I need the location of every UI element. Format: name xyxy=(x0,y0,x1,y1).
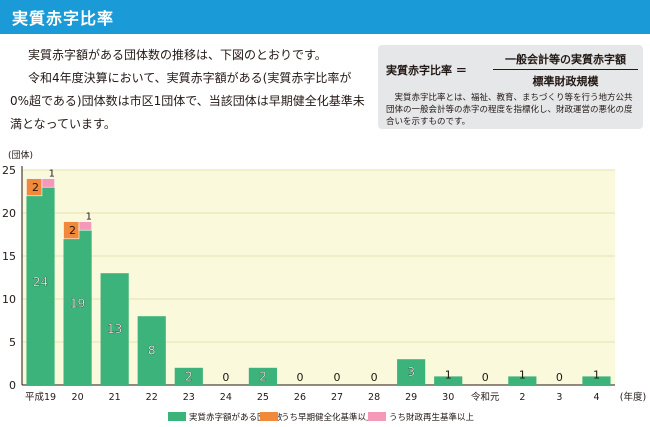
data-label-total: 1 xyxy=(445,368,452,381)
bar-total xyxy=(508,376,537,385)
x-tick-label: 28 xyxy=(368,392,380,403)
bar-total xyxy=(434,376,463,385)
x-tick-label: 21 xyxy=(109,392,121,403)
data-label-background xyxy=(176,368,201,385)
data-label-early-warning: 2 xyxy=(69,224,76,237)
definition-denominator: 標準財政規模 xyxy=(532,75,599,88)
x-tick-label: 22 xyxy=(146,392,158,403)
title-bar: 実質赤字比率 xyxy=(0,0,650,34)
intro-paragraph: 令和4年度決算において、実質赤字額がある(実質赤字比率が0%超である)団体数は市… xyxy=(10,71,365,131)
data-label-early-warning: 2 xyxy=(32,181,39,194)
y-tick-label: 5 xyxy=(9,336,16,349)
data-label-total: 0 xyxy=(482,371,489,384)
legend-label: うち早期健全化基準以上 xyxy=(281,412,375,423)
y-tick-label: 0 xyxy=(9,379,16,392)
legend-swatch xyxy=(168,412,186,421)
data-label-background xyxy=(28,273,53,290)
legend-label: 実質赤字額がある団体数 xyxy=(189,412,283,423)
legend-label: うち財政再生基準以上 xyxy=(389,412,475,423)
x-tick-label: 2 xyxy=(519,392,525,403)
data-label-total: 0 xyxy=(334,371,341,384)
definition-description: 実質赤字比率とは、福祉、教育、まちづくり等を行う地方公共団体の一般会計等の赤字の… xyxy=(386,93,633,127)
fraction-line xyxy=(493,69,638,70)
definition-box: 実質赤字比率 ＝ 一般会計等の実質赤字額 標準財政規模 実質赤字比率とは、福祉、… xyxy=(378,45,643,129)
bar-rebuild xyxy=(41,178,55,188)
data-label-total: 0 xyxy=(296,371,303,384)
data-label-total: 0 xyxy=(222,371,229,384)
data-label-total: 13 xyxy=(107,322,122,336)
x-tick-label: 25 xyxy=(257,392,269,403)
y-tick-label: 20 xyxy=(2,207,16,220)
intro-paragraph: 実質赤字額がある団体数の推移は、下図のとおりです。 xyxy=(28,48,327,62)
y-tick-label: 15 xyxy=(2,250,16,263)
legend-swatch xyxy=(368,412,386,421)
y-axis-label: (団体) xyxy=(8,149,33,161)
x-tick-label: 29 xyxy=(405,392,417,403)
data-label-background xyxy=(250,368,275,385)
legend-swatch xyxy=(260,412,278,421)
x-tick-label: 平成19 xyxy=(25,391,56,403)
x-tick-label: 4 xyxy=(593,392,599,403)
definition-numerator: 一般会計等の実質赤字額 xyxy=(505,53,626,66)
x-tick-label: 24 xyxy=(220,392,232,403)
data-label-total: 19 xyxy=(70,296,85,310)
bar-total xyxy=(582,376,611,385)
data-label-background xyxy=(65,295,90,312)
data-label-total: 1 xyxy=(593,368,600,381)
data-label-total: 24 xyxy=(33,275,48,289)
data-label-background xyxy=(139,342,164,359)
page-title: 実質赤字比率 xyxy=(12,9,115,28)
x-tick-label: 23 xyxy=(183,392,195,403)
data-label-background xyxy=(399,364,424,381)
y-tick-label: 25 xyxy=(2,164,16,177)
bar-rebuild xyxy=(78,221,92,231)
data-label-total: 1 xyxy=(519,368,526,381)
intro-text: 実質赤字額がある団体数の推移は、下図のとおりです。 令和4年度決算において、実質… xyxy=(10,44,370,136)
x-tick-label: 26 xyxy=(294,392,306,403)
y-tick-label: 10 xyxy=(2,293,16,306)
data-label-total: 3 xyxy=(407,365,415,379)
data-label-background xyxy=(102,321,127,338)
bar-chart: 0510152025(団体)1224平成19121920132182222302… xyxy=(2,149,646,423)
x-tick-label: 30 xyxy=(442,392,454,403)
data-label-total: 8 xyxy=(148,344,156,358)
data-label-total: 0 xyxy=(556,371,563,384)
x-tick-label: 27 xyxy=(331,392,343,403)
data-label-total: 2 xyxy=(259,369,267,383)
data-label-total: 2 xyxy=(185,369,193,383)
x-tick-label: 3 xyxy=(556,392,562,403)
x-tick-label: 令和元 xyxy=(471,391,500,403)
data-label-total: 0 xyxy=(371,371,378,384)
data-label-rebuild: 1 xyxy=(86,212,92,223)
x-tick-label: 20 xyxy=(72,392,84,403)
x-axis-label: (年度) xyxy=(620,391,646,403)
data-label-rebuild: 1 xyxy=(49,169,55,180)
definition-term: 実質赤字比率 ＝ xyxy=(386,64,467,77)
